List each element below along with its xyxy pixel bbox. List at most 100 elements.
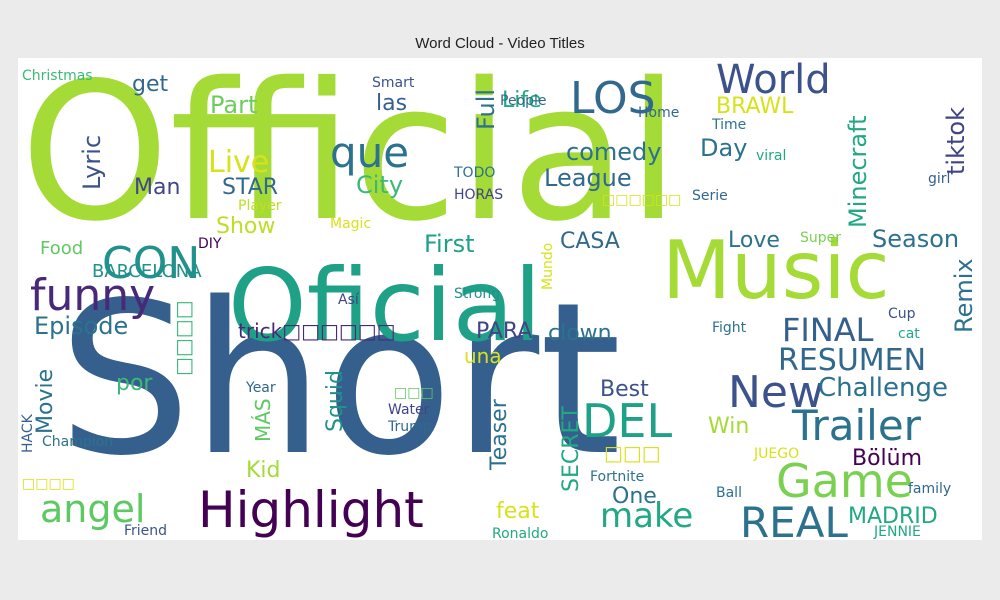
word-star-45: STAR xyxy=(222,175,278,200)
word-horas-73: HORAS xyxy=(454,187,503,203)
word-diy-76: DIY xyxy=(198,236,222,252)
word-trick-57: trick□□□□□□ xyxy=(238,319,396,343)
word-first-27: First xyxy=(424,230,475,258)
word-final-17: FINAL xyxy=(782,311,874,349)
word-family-94: family xyxy=(908,481,951,497)
word-casa-43: CASA xyxy=(560,229,620,254)
word-water-86: Water xyxy=(388,402,430,418)
word-player-74: Player xyxy=(238,198,282,214)
word-super-78: Super xyxy=(800,230,841,246)
word-league-23: League xyxy=(544,164,632,192)
word-que-12: que xyxy=(330,128,409,177)
word-con-11: CON xyxy=(102,238,200,289)
word-highlight-4: Highlight xyxy=(198,481,424,539)
word-friend-96: Friend xyxy=(124,523,167,539)
word-world-14: World xyxy=(716,58,831,103)
word-feat-54: feat xyxy=(496,499,540,524)
word-year-85: Year xyxy=(245,380,276,396)
word-episode-29: Episode xyxy=(34,312,128,340)
word-serie-71: Serie xyxy=(692,188,728,204)
word-magic-75: Magic xyxy=(330,216,371,232)
word-squid-40: Squid xyxy=(323,370,348,432)
word-best-34: Best xyxy=(600,377,649,402)
word-angel-15: angel xyxy=(40,487,145,531)
word-official-1: Official xyxy=(20,58,680,263)
word-trailer-8: Trailer xyxy=(791,401,922,450)
word-por-50: por xyxy=(116,371,153,396)
word-tiktok-31: tiktok xyxy=(942,107,970,175)
word-madrid-36: MADRID xyxy=(848,504,938,529)
word-teaser-39: Teaser xyxy=(487,398,512,471)
word-secret-41: SECRET xyxy=(559,406,584,492)
word-bolum-37: Bölüm xyxy=(852,446,922,471)
word-fight-83: Fight xyxy=(712,320,747,336)
page-title: Word Cloud - Video Titles xyxy=(415,35,585,52)
word-mas-59: MÁS xyxy=(251,398,275,442)
word-oficial-2: Oficial xyxy=(228,247,542,364)
word-time-68: Time xyxy=(711,117,746,133)
word-glyph-61: □□□ xyxy=(604,441,661,465)
word-love-35: Love xyxy=(728,228,780,253)
word-cup-82: Cup xyxy=(888,306,916,322)
word-funny-10: funny xyxy=(30,270,155,321)
word-comedy-22: comedy xyxy=(566,138,661,166)
word-jennie-98: JENNIE xyxy=(873,524,921,540)
word-cloud-panel: Short Official Oficial Music Highlight Game DE… xyxy=(18,58,982,540)
word-make-16: make xyxy=(600,496,693,536)
word-people-65: People xyxy=(500,93,547,109)
word-game-5: Game xyxy=(776,454,913,508)
word-trump-87: Trump xyxy=(387,419,432,435)
word-ball-93: Ball xyxy=(716,485,742,501)
word-life-47: Life xyxy=(502,88,542,113)
word-brawl-42: BRAWL xyxy=(716,94,794,119)
word-las-49: las xyxy=(376,91,407,116)
word-live-19: Live xyxy=(208,145,269,180)
word-short-0: Short xyxy=(58,257,622,502)
word-music-3: Music xyxy=(662,224,890,317)
word-fortnite-92: Fortnite xyxy=(590,469,644,485)
word-ronaldo-97: Ronaldo xyxy=(492,526,548,540)
word-del-6: DEL xyxy=(582,394,672,448)
word-champion-89: Champion xyxy=(42,434,113,450)
word-todo-72: TODO xyxy=(453,165,495,181)
word-home-67: Home xyxy=(638,105,679,121)
word-season-21: Season xyxy=(872,225,959,253)
word-movie-38: Movie xyxy=(33,369,58,434)
word-hack-88: HACK xyxy=(20,413,36,453)
word-kid-55: Kid xyxy=(246,458,281,483)
word-full-26: Full xyxy=(472,89,500,130)
word-real-9: REAL xyxy=(740,498,848,540)
word-food-63: Food xyxy=(40,238,83,259)
word-christmas-64: Christmas xyxy=(22,68,93,84)
word-man-44: Man xyxy=(134,175,180,200)
word-asi-80: Así xyxy=(338,292,360,308)
word-minecraft-30: Minecraft xyxy=(844,115,872,228)
word-viral-69: viral xyxy=(756,148,786,164)
word-day-28: Day xyxy=(700,134,747,162)
word-clown-52: clown xyxy=(548,321,612,346)
word-part-25: Part xyxy=(210,91,257,119)
word-win-56: Win xyxy=(708,414,749,439)
word-challenge-20: Challenge xyxy=(818,373,948,403)
word-strong-81: Strong xyxy=(454,286,500,302)
word-glyph-90: □□□ xyxy=(394,385,434,401)
word-show-46: Show xyxy=(216,214,275,239)
word-lyric-33: Lyric xyxy=(78,135,106,190)
word-cat-84: cat xyxy=(898,326,920,342)
word-juego-91: JUEGO xyxy=(753,446,799,462)
word-one-53: One xyxy=(612,484,657,509)
word-una-62: una xyxy=(464,344,502,368)
word-girl-70: girl xyxy=(928,171,950,187)
word-city-24: City xyxy=(356,171,403,199)
word-barcelona-58: BARCELONA xyxy=(92,261,202,282)
word-mundo-79: Mundo xyxy=(540,243,556,290)
word-glyph-60: □□□□ xyxy=(171,300,195,376)
word-los-13: LOS xyxy=(570,73,656,124)
word-new-7: New xyxy=(728,367,824,418)
word-resumen-18: RESUMEN xyxy=(778,343,926,378)
word-smart-66: Smart xyxy=(372,75,415,91)
word-get-48: get xyxy=(132,72,169,97)
word-glyph-77: □□□□□□ xyxy=(602,192,681,208)
word-glyph-95: □□□□ xyxy=(22,476,75,492)
